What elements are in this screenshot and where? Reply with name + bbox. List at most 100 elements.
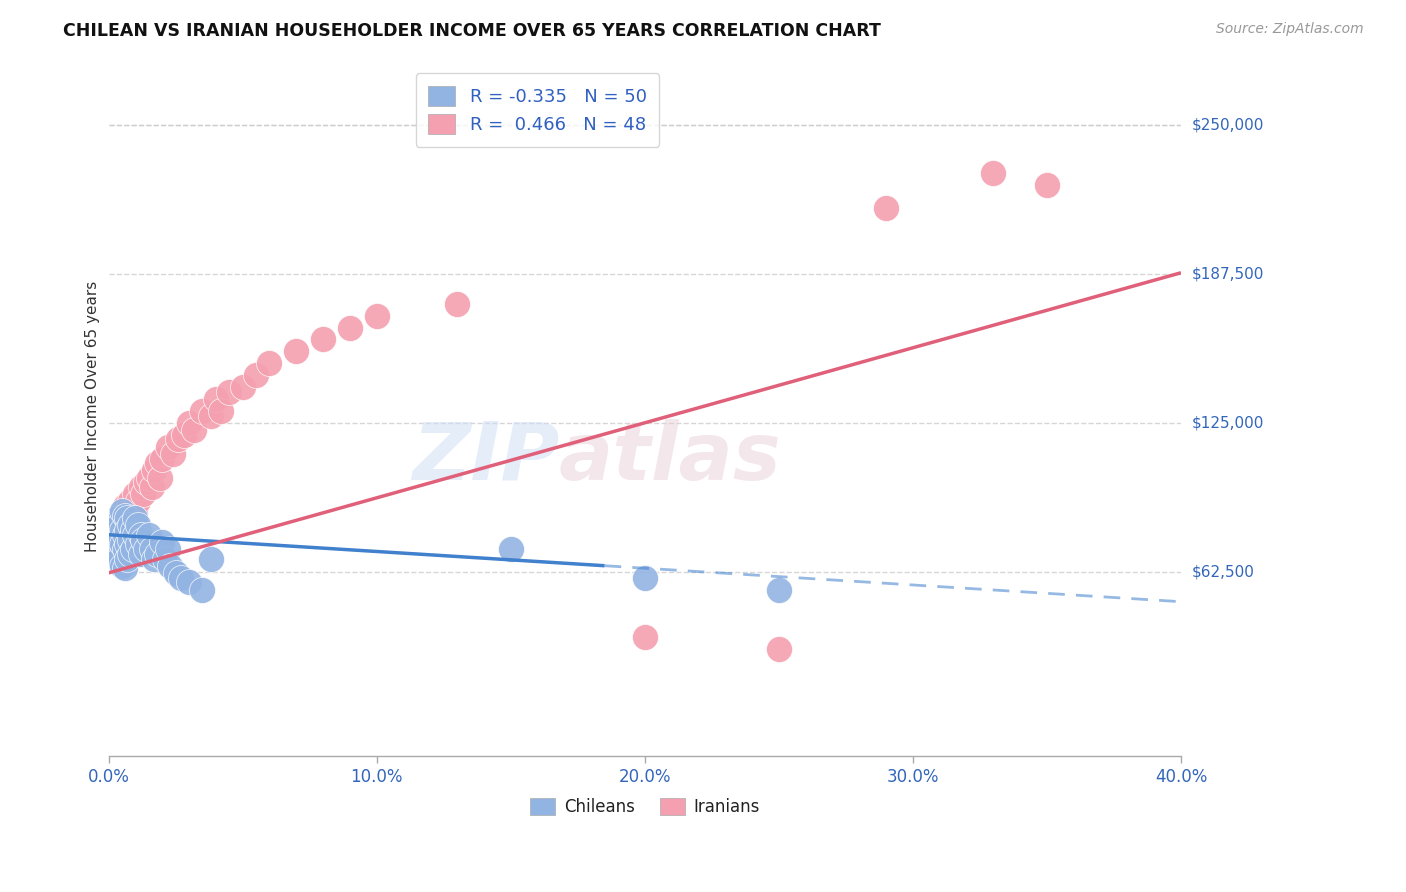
Point xyxy=(114,518,136,533)
Point xyxy=(446,296,468,310)
Point xyxy=(209,404,232,418)
Point xyxy=(138,470,160,484)
Point xyxy=(218,384,240,399)
Text: atlas: atlas xyxy=(560,418,782,497)
Legend: Chileans, Iranians: Chileans, Iranians xyxy=(523,791,766,822)
Point xyxy=(111,511,134,525)
Point xyxy=(232,380,254,394)
Point xyxy=(339,320,361,334)
Point xyxy=(285,344,308,359)
Point xyxy=(105,511,128,525)
Point xyxy=(108,533,131,547)
Point xyxy=(114,542,136,557)
Point xyxy=(162,447,184,461)
Point xyxy=(108,518,131,533)
Point xyxy=(183,423,205,437)
Point xyxy=(141,542,163,557)
Point xyxy=(768,642,790,657)
Point xyxy=(135,542,157,557)
Point xyxy=(135,475,157,490)
Point xyxy=(114,527,136,541)
Point xyxy=(245,368,267,383)
Point xyxy=(200,551,222,566)
Point xyxy=(124,487,146,501)
Point xyxy=(146,547,169,561)
Point xyxy=(312,333,335,347)
Text: Source: ZipAtlas.com: Source: ZipAtlas.com xyxy=(1216,22,1364,37)
Point xyxy=(117,511,139,525)
Point xyxy=(111,558,134,573)
Point xyxy=(117,504,139,518)
Point xyxy=(114,561,136,575)
Point xyxy=(129,527,152,541)
Point xyxy=(366,309,388,323)
Point xyxy=(127,537,149,551)
Point xyxy=(103,523,125,537)
Point xyxy=(111,537,134,551)
Point xyxy=(105,523,128,537)
Point xyxy=(1036,178,1059,192)
Point xyxy=(121,523,143,537)
Point xyxy=(150,535,173,549)
Point xyxy=(105,527,128,541)
Point xyxy=(138,527,160,541)
Point xyxy=(105,547,128,561)
Point xyxy=(132,533,155,547)
Y-axis label: Householder Income Over 65 years: Householder Income Over 65 years xyxy=(86,281,100,552)
Point xyxy=(121,542,143,557)
Point xyxy=(156,440,179,454)
Point xyxy=(111,527,134,541)
Text: $187,500: $187,500 xyxy=(1192,267,1264,282)
Point xyxy=(159,558,181,573)
Point xyxy=(173,427,195,442)
Point xyxy=(129,547,152,561)
Point xyxy=(146,456,169,470)
Point xyxy=(124,527,146,541)
Point xyxy=(111,504,134,518)
Point xyxy=(191,404,214,418)
Point xyxy=(148,470,170,484)
Point xyxy=(132,487,155,501)
Point xyxy=(177,575,200,590)
Point xyxy=(165,566,187,580)
Point xyxy=(768,582,790,597)
Point xyxy=(121,499,143,513)
Point xyxy=(108,527,131,541)
Point xyxy=(143,463,166,477)
Point xyxy=(153,551,176,566)
Point xyxy=(981,166,1004,180)
Point xyxy=(499,542,522,557)
Point xyxy=(120,511,142,525)
Point xyxy=(124,511,146,525)
Point xyxy=(875,202,897,216)
Point xyxy=(177,416,200,430)
Point xyxy=(634,571,657,585)
Point xyxy=(150,451,173,466)
Point xyxy=(103,535,125,549)
Point xyxy=(141,480,163,494)
Point xyxy=(108,551,131,566)
Point xyxy=(167,433,190,447)
Point xyxy=(170,571,193,585)
Text: $62,500: $62,500 xyxy=(1192,564,1256,579)
Text: ZIP: ZIP xyxy=(412,418,560,497)
Point xyxy=(259,356,281,370)
Point xyxy=(127,494,149,508)
Point xyxy=(191,582,214,597)
Text: $250,000: $250,000 xyxy=(1192,118,1264,133)
Point xyxy=(117,523,139,537)
Point xyxy=(129,480,152,494)
Point xyxy=(111,523,134,537)
Point xyxy=(117,551,139,566)
Point xyxy=(143,551,166,566)
Point xyxy=(117,537,139,551)
Point xyxy=(120,533,142,547)
Point xyxy=(103,542,125,557)
Point xyxy=(127,518,149,533)
Point xyxy=(117,523,139,537)
Point xyxy=(124,504,146,518)
Point xyxy=(100,535,122,549)
Point xyxy=(156,542,179,557)
Text: $125,000: $125,000 xyxy=(1192,416,1264,430)
Point xyxy=(634,630,657,644)
